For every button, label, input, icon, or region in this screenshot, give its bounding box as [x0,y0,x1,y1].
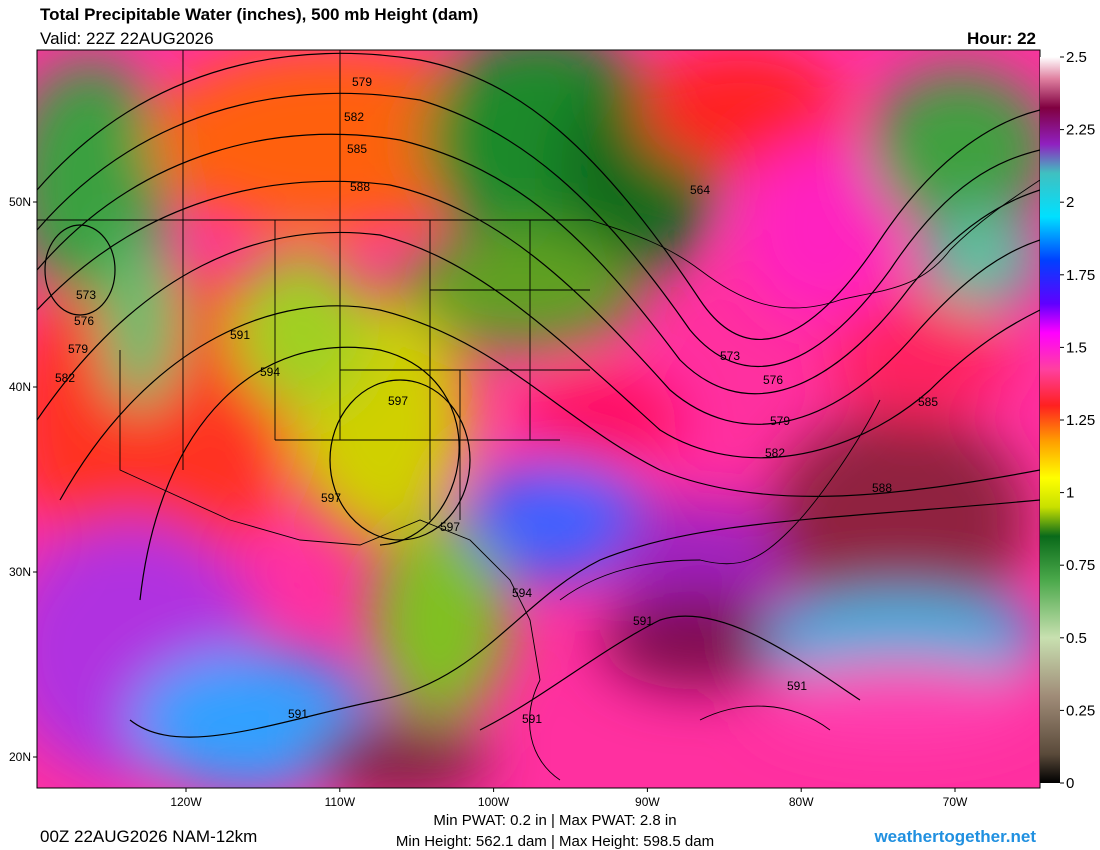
colorbar-label: 2.5 [1066,49,1087,66]
valid-time: Valid: 22Z 22AUG2026 [40,29,214,48]
colorbar-label: 0.75 [1066,557,1095,574]
contour-label: 594 [512,586,532,600]
lat-label: 30N [9,565,31,579]
pwat-field [37,50,1040,788]
pwat-range: Min PWAT: 0.2 in | Max PWAT: 2.8 in [433,812,676,829]
contour-label: 591 [787,679,807,693]
colorbar-label: 1.5 [1066,339,1087,356]
contour-label: 591 [230,328,250,342]
lon-label: 80W [789,795,814,809]
lat-label: 40N [9,380,31,394]
contour-label: 582 [55,371,75,385]
title: Total Precipitable Water (inches), 500 m… [40,5,478,24]
height-range: Min Height: 562.1 dam | Max Height: 598.… [396,833,714,850]
contour-label: 576 [763,373,783,387]
colorbar-label: 1.25 [1066,412,1095,429]
contour-label: 588 [350,180,370,194]
contour-label: 585 [347,142,367,156]
colorbar-label: 1.75 [1066,267,1095,284]
lat-label: 50N [9,195,31,209]
contour-label: 582 [765,446,785,460]
contour-label: 576 [74,314,94,328]
lon-label: 100W [478,795,510,809]
lon-label: 120W [170,795,202,809]
contour-label: 588 [872,481,892,495]
contour-label: 573 [720,349,740,363]
contour-label: 591 [288,707,308,721]
contour-label: 564 [690,183,710,197]
contour-label: 585 [918,395,938,409]
contour-label: 591 [633,614,653,628]
colorbar-label: 2 [1066,194,1074,211]
contour-label: 597 [388,394,408,408]
forecast-hour: Hour: 22 [967,29,1036,48]
lon-label: 90W [635,795,660,809]
model-run: 00Z 22AUG2026 NAM-12km [40,827,257,846]
colorbar-label: 2.25 [1066,122,1095,139]
contour-label: 597 [321,491,341,505]
colorbar-label: 0.5 [1066,630,1087,647]
contour-label: 573 [76,288,96,302]
colorbar-label: 1 [1066,485,1074,502]
contour-label: 594 [260,365,280,379]
lon-label: 110W [325,795,356,809]
colorbar-label: 0.25 [1066,702,1095,719]
contour-label: 591 [522,712,542,726]
contour-label: 579 [770,414,790,428]
contour-label: 582 [344,110,364,124]
contour-label: 579 [68,342,88,356]
lat-label: 20N [9,750,31,764]
contour-label: 579 [352,75,372,89]
colorbar-label: 0 [1066,775,1074,792]
contour-label: 597 [440,520,460,534]
colorbar [1040,57,1060,783]
lon-label: 70W [943,795,968,809]
borders [37,50,1040,781]
height-contours [37,52,1040,738]
site-credit: weathertogether.net [873,827,1036,846]
